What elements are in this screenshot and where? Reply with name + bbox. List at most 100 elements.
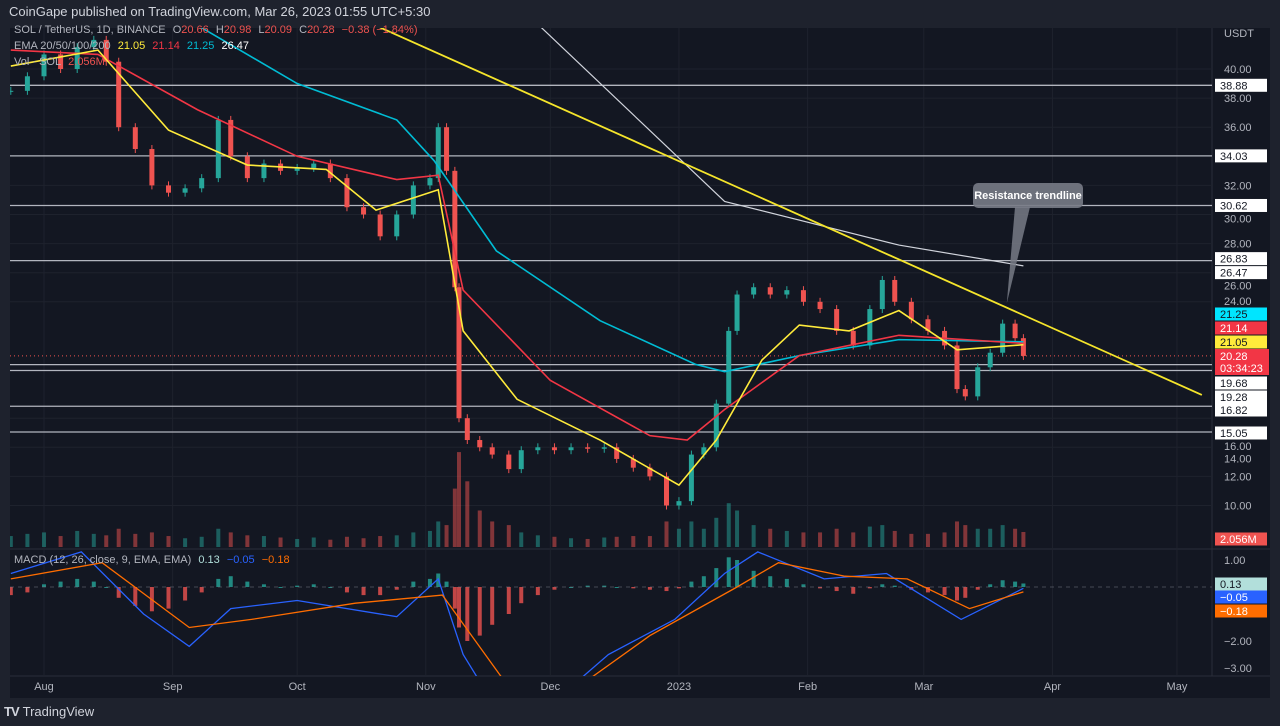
macd-histogram-bar	[328, 587, 333, 588]
volume-label[interactable]: Vol · SOL	[14, 56, 62, 68]
candle	[688, 454, 694, 502]
candle	[664, 476, 669, 506]
brand-name[interactable]: TradingView	[22, 704, 95, 719]
candle	[261, 163, 267, 179]
macd-histogram-bar	[647, 587, 652, 590]
macd-histogram-bar	[444, 581, 449, 587]
macd-histogram-bar	[585, 585, 590, 587]
open-label: O	[172, 24, 182, 36]
bar-countdown-label: 03:34:23	[1220, 363, 1263, 375]
macd-hist-value: 0.13	[198, 554, 220, 566]
currency-label: USDT	[1224, 28, 1254, 40]
macd-histogram-bar	[942, 587, 947, 596]
annotation-text: Resistance trendline	[974, 190, 1082, 202]
macd-histogram-bar	[726, 557, 731, 587]
candle	[850, 330, 856, 346]
macd-histogram-bar	[925, 587, 930, 593]
macd-histogram-bar	[519, 587, 524, 604]
macd-histogram-bar	[104, 587, 109, 588]
symbol-name[interactable]: SOL / TetherUS, 1D, BINANCE	[14, 24, 166, 36]
tradingview-logo-icon[interactable]: TV	[4, 704, 20, 719]
macd-histogram-bar	[42, 584, 46, 587]
last-price-label: 20.28	[1220, 351, 1248, 363]
macd-histogram-bar	[751, 570, 756, 587]
candle	[377, 214, 383, 237]
price-tick-label: 36.00	[1224, 122, 1252, 134]
price-tick-label: 26.00	[1224, 281, 1252, 293]
level-label: 34.03	[1220, 151, 1248, 163]
macd-histogram-bar	[91, 581, 96, 587]
candle	[477, 440, 483, 448]
macd-histogram-bar	[851, 587, 856, 594]
volume-bar	[394, 535, 399, 547]
candle	[149, 149, 155, 186]
macd-label[interactable]: MACD (12, 26, close, 9, EMA, EMA)	[14, 554, 192, 566]
volume-bar	[892, 530, 897, 547]
candle	[427, 178, 433, 186]
candle	[410, 185, 416, 215]
macd-histogram-bar	[58, 581, 63, 587]
price-tick-label: 38.00	[1224, 93, 1252, 105]
macd-tick-label: −3.00	[1224, 663, 1252, 675]
macd-histogram-bar	[361, 587, 366, 596]
ema200-line	[540, 28, 1024, 267]
price-tick-label: 32.00	[1224, 180, 1252, 192]
macd-value: −0.05	[226, 554, 255, 566]
ema200-value: 26.47	[221, 40, 250, 52]
ema-label[interactable]: EMA 20/50/100/200	[14, 40, 111, 52]
macd-histogram-bar	[714, 568, 719, 587]
candle	[91, 39, 97, 48]
macd-histogram-bar	[477, 587, 482, 636]
annotation-box	[973, 183, 1083, 208]
volume-bar	[585, 538, 590, 547]
volume-bar	[851, 532, 856, 547]
volume-bar	[988, 528, 993, 547]
volume-price-label: 2.056M	[1220, 534, 1257, 546]
candle	[925, 319, 931, 331]
volume-legend: Vol · SOL 2.056M	[14, 56, 109, 68]
candle	[506, 454, 512, 470]
volume-value: 2.056M	[68, 56, 105, 68]
level-label: 26.83	[1220, 254, 1248, 266]
candle	[834, 309, 840, 331]
volume-bar	[664, 521, 669, 547]
high-value: 20.98	[223, 24, 252, 36]
candle	[444, 127, 450, 171]
candle	[701, 447, 707, 455]
ema20-line	[10, 49, 1024, 487]
price-tick-label: 10.00	[1224, 501, 1252, 513]
volume-bar	[75, 530, 80, 547]
volume-bar	[880, 525, 885, 547]
volume-bar	[818, 532, 823, 547]
ema20-price-label: 21.05	[1220, 337, 1248, 349]
symbol-legend: SOL / TetherUS, 1D, BINANCE O20.66 H20.9…	[14, 24, 422, 36]
time-tick-label: Oct	[289, 681, 306, 693]
high-label: H	[215, 24, 224, 36]
candle	[489, 447, 495, 455]
level-label: 30.62	[1220, 200, 1248, 212]
macd-histogram-bar	[975, 587, 980, 590]
macd-histogram-bar	[166, 587, 171, 609]
ema200-price-label-bg	[1215, 266, 1267, 280]
volume-bar	[228, 532, 233, 547]
level-label-bg	[1215, 390, 1267, 404]
candle	[892, 279, 898, 302]
volume-bar	[295, 538, 300, 547]
candle	[244, 156, 250, 179]
volume-bar	[602, 537, 607, 547]
volume-bar	[569, 538, 574, 547]
level-label: 38.88	[1220, 80, 1248, 92]
volume-bar	[490, 521, 495, 547]
candle	[647, 467, 653, 477]
macd-histogram-bar	[1013, 581, 1018, 587]
macd-tick-label: −2.00	[1224, 636, 1252, 648]
candle	[954, 345, 960, 390]
macd-histogram-bar	[183, 587, 188, 601]
level-label: 19.68	[1220, 378, 1248, 390]
candle	[166, 185, 171, 193]
ema20-price-label-bg	[1215, 335, 1267, 349]
macd-histogram-bar	[880, 584, 885, 587]
volume-bar	[91, 533, 96, 547]
volume-bar	[701, 528, 706, 547]
